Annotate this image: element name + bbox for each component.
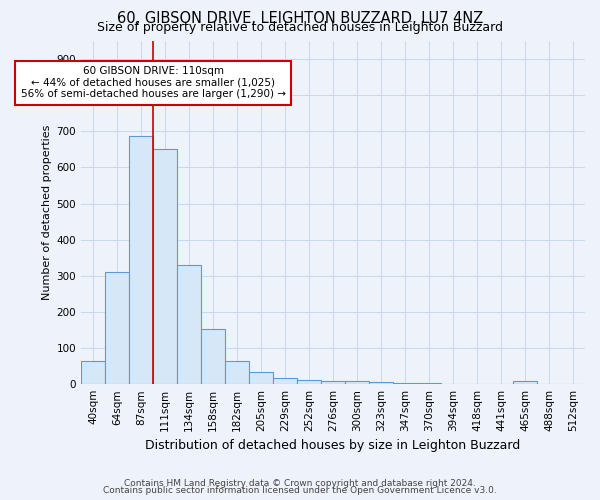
Y-axis label: Number of detached properties: Number of detached properties — [43, 125, 52, 300]
Bar — [153, 150, 177, 384]
Bar — [105, 272, 129, 384]
Bar — [129, 136, 153, 384]
Text: Size of property relative to detached houses in Leighton Buzzard: Size of property relative to detached ho… — [97, 22, 503, 35]
Bar — [297, 380, 321, 384]
X-axis label: Distribution of detached houses by size in Leighton Buzzard: Distribution of detached houses by size … — [145, 440, 521, 452]
Text: Contains HM Land Registry data © Crown copyright and database right 2024.: Contains HM Land Registry data © Crown c… — [124, 478, 476, 488]
Bar — [321, 382, 345, 384]
Bar — [393, 382, 417, 384]
Bar — [225, 360, 249, 384]
Bar — [273, 378, 297, 384]
Bar — [201, 329, 225, 384]
Bar — [81, 362, 105, 384]
Bar — [249, 372, 273, 384]
Text: 60, GIBSON DRIVE, LEIGHTON BUZZARD, LU7 4NZ: 60, GIBSON DRIVE, LEIGHTON BUZZARD, LU7 … — [117, 11, 483, 26]
Text: Contains public sector information licensed under the Open Government Licence v3: Contains public sector information licen… — [103, 486, 497, 495]
Bar — [513, 382, 537, 384]
Bar — [369, 382, 393, 384]
Text: 60 GIBSON DRIVE: 110sqm
← 44% of detached houses are smaller (1,025)
56% of semi: 60 GIBSON DRIVE: 110sqm ← 44% of detache… — [20, 66, 286, 100]
Bar — [345, 382, 369, 384]
Bar — [177, 265, 201, 384]
